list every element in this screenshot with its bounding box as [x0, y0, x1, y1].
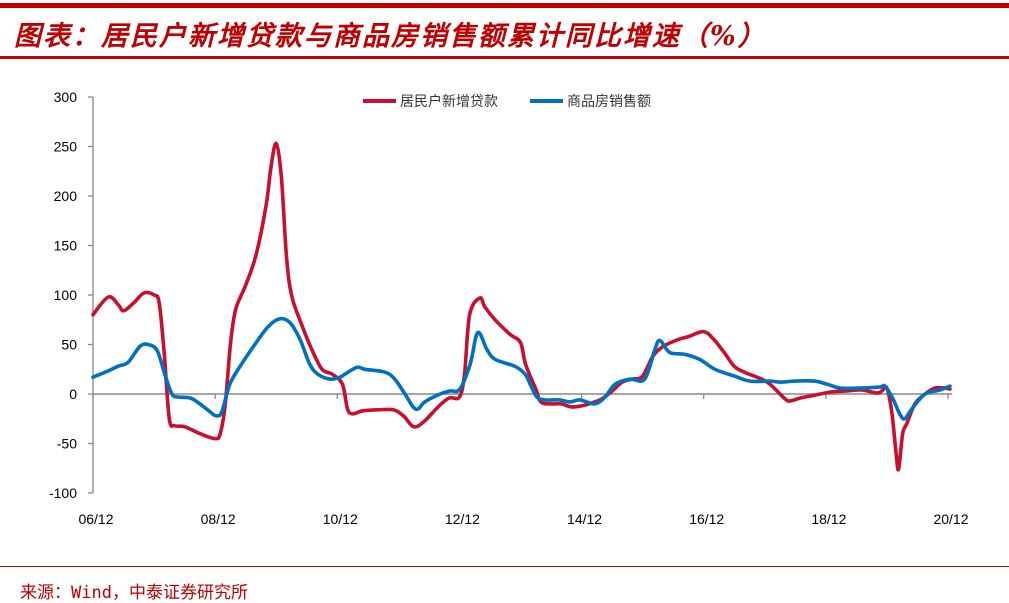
- x-tick-label: 16/12: [689, 511, 724, 527]
- source-note: 来源：Wind，中泰证券研究所: [20, 583, 248, 603]
- x-tick-label: 18/12: [811, 511, 846, 527]
- y-tick-label: 250: [54, 139, 78, 155]
- y-tick-label: 300: [54, 89, 78, 105]
- chart-title: 图表：居民户新增贷款与商品房销售额累计同比增速（%）: [14, 21, 767, 52]
- y-tick-label: -50: [57, 436, 77, 452]
- legend: 居民户新增贷款 商品房销售额: [363, 93, 651, 110]
- legend-label: 居民户新增贷款: [400, 93, 498, 110]
- y-tick-label: 100: [54, 287, 78, 303]
- x-tick-label: 08/12: [201, 511, 236, 527]
- series-line-housing-sales: [91, 316, 952, 421]
- x-tick-label: 20/12: [933, 511, 968, 527]
- x-tick-label: 10/12: [323, 511, 358, 527]
- x-tick-label: 12/12: [445, 511, 480, 527]
- y-tick-label: 0: [69, 386, 77, 402]
- y-tick-label: 150: [54, 238, 78, 254]
- y-tick-label: 50: [61, 337, 77, 353]
- line-chart: -100 -50 0 50 100 150 200 250 300 06/12 08/12 10/12…: [49, 89, 969, 527]
- top-rule: [0, 3, 1009, 8]
- y-tick-label: 200: [54, 188, 78, 204]
- legend-label: 商品房销售额: [567, 94, 651, 110]
- footer-rule: [0, 566, 1009, 567]
- x-tick-label: 14/12: [567, 511, 602, 527]
- y-tick-label: -100: [49, 485, 77, 501]
- x-tick-label: 06/12: [78, 511, 113, 527]
- series-line-household-loans: [91, 141, 952, 472]
- title-rule: [0, 56, 1009, 59]
